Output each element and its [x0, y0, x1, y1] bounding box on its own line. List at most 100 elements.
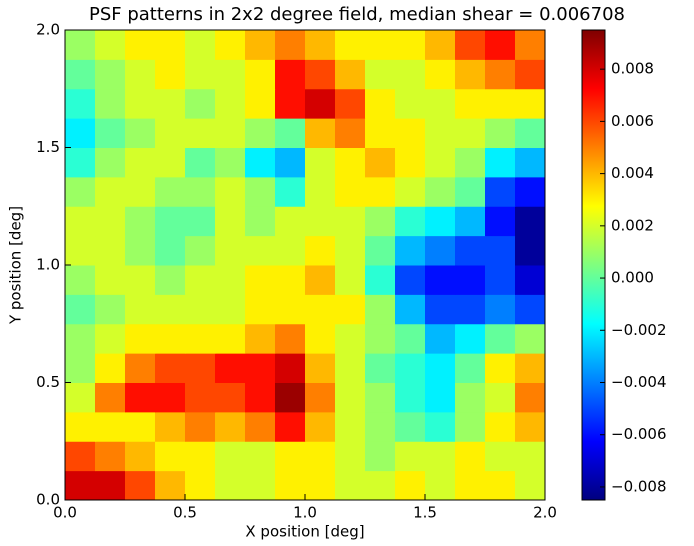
heatmap-cell	[95, 235, 126, 266]
heatmap-cell	[515, 59, 546, 90]
heatmap-cell	[95, 411, 126, 442]
heatmap-cell	[245, 294, 276, 325]
heatmap-cell	[365, 323, 396, 354]
heatmap-cell	[455, 118, 486, 148]
heatmap-cell	[245, 441, 276, 472]
heatmap-cell	[275, 353, 306, 383]
heatmap-cell	[65, 382, 96, 413]
heatmap-cell	[365, 88, 396, 119]
heatmap-cell	[65, 147, 96, 178]
heatmap-cell	[455, 59, 486, 90]
heatmap-cell	[185, 294, 216, 325]
heatmap-cell	[425, 323, 456, 354]
heatmap-cell	[425, 88, 456, 119]
heatmap-cell	[455, 206, 486, 237]
heatmap-cell	[95, 30, 126, 60]
heatmap-cell	[395, 235, 426, 266]
heatmap-cell	[305, 59, 336, 90]
heatmap-cell	[185, 88, 216, 119]
heatmap-cell	[95, 118, 126, 148]
heatmap-cell	[245, 411, 276, 442]
heatmap-cell	[185, 382, 216, 413]
heatmap-cell	[335, 176, 366, 207]
heatmap-cell	[215, 59, 246, 90]
x-tick-label: 2.0	[533, 504, 557, 522]
heatmap-cell	[95, 470, 126, 501]
heatmap-cell	[455, 411, 486, 442]
colorbar-tick-label: −0.002	[611, 321, 667, 339]
heatmap-cell	[155, 382, 186, 413]
heatmap-cell	[425, 294, 456, 325]
heatmap-cell	[305, 353, 336, 383]
heatmap-cell	[515, 382, 546, 413]
heatmap-cell	[245, 470, 276, 501]
heatmap-cell	[425, 59, 456, 90]
heatmap-cell	[335, 382, 366, 413]
colorbar-tick-label: −0.006	[611, 425, 667, 443]
heatmap-cell	[185, 265, 216, 295]
heatmap-cell	[275, 59, 306, 90]
heatmap-cell	[485, 206, 516, 237]
heatmap-cell	[485, 265, 516, 295]
colorbar-tick-label: −0.008	[611, 477, 667, 495]
x-axis-label: X position [deg]	[245, 523, 364, 541]
heatmap-cell	[245, 206, 276, 237]
heatmap-cell	[335, 353, 366, 383]
heatmap-cell	[365, 382, 396, 413]
heatmap-cell	[515, 265, 546, 295]
heatmap-cell	[425, 176, 456, 207]
heatmap-cell	[425, 353, 456, 383]
colorbar-tick-label: 0.004	[611, 164, 654, 182]
heatmap-cell	[365, 294, 396, 325]
heatmap-cell	[155, 176, 186, 207]
heatmap-cell	[425, 265, 456, 295]
heatmap-cell	[395, 206, 426, 237]
heatmap-cell	[305, 206, 336, 237]
heatmap-cell	[425, 30, 456, 60]
heatmap-cell	[365, 30, 396, 60]
heatmap-cell	[275, 382, 306, 413]
heatmap-cell	[515, 206, 546, 237]
heatmap-cell	[455, 147, 486, 178]
heatmap-cell	[455, 470, 486, 501]
heatmap-cell	[455, 30, 486, 60]
heatmap-cell	[215, 294, 246, 325]
heatmap-cell	[335, 441, 366, 472]
heatmap-cell	[275, 470, 306, 501]
heatmap-cell	[125, 441, 156, 472]
heatmap-cell	[65, 294, 96, 325]
x-tick-label: 1.0	[293, 504, 317, 522]
heatmap-cell	[65, 118, 96, 148]
colorbar-tick-label: 0.008	[611, 60, 654, 78]
y-tick-label: 2.0	[36, 21, 60, 39]
heatmap-cell	[275, 30, 306, 60]
x-tick-label: 0.0	[53, 504, 77, 522]
heatmap-cell	[185, 147, 216, 178]
heatmap-cell	[95, 382, 126, 413]
heatmap-cell	[335, 470, 366, 501]
heatmap-cell	[455, 176, 486, 207]
heatmap-cell	[275, 265, 306, 295]
heatmap-cell	[95, 206, 126, 237]
heatmap-cell	[515, 353, 546, 383]
heatmap-cell	[185, 176, 216, 207]
heatmap-cell	[485, 441, 516, 472]
heatmap-cell	[185, 441, 216, 472]
heatmap-cell	[425, 441, 456, 472]
heatmap-cell	[395, 470, 426, 501]
heatmap-cell	[515, 30, 546, 60]
heatmap-cell	[515, 323, 546, 354]
heatmap-cell	[245, 323, 276, 354]
heatmap-cell	[65, 59, 96, 90]
heatmap-cell	[425, 206, 456, 237]
heatmap-cell	[425, 470, 456, 501]
heatmap-cell	[185, 59, 216, 90]
heatmap-cell	[335, 235, 366, 266]
colorbar-tick-label: 0.002	[611, 216, 654, 234]
heatmap-cell	[185, 353, 216, 383]
heatmap-cell	[65, 353, 96, 383]
heatmap-cell	[365, 206, 396, 237]
heatmap-cell	[155, 441, 186, 472]
heatmap-cell	[395, 265, 426, 295]
